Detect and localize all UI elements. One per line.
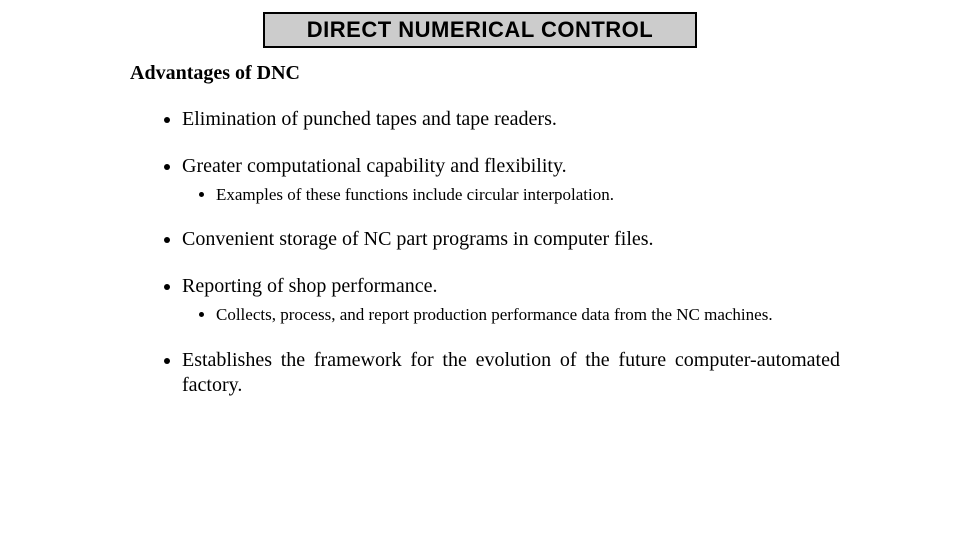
list-item: Reporting of shop performance. Collects,…: [182, 274, 840, 325]
list-item: Convenient storage of NC part programs i…: [182, 227, 840, 252]
page-title: DIRECT NUMERICAL CONTROL: [263, 12, 697, 48]
sub-list: Collects, process, and report production…: [194, 305, 840, 325]
list-item: Greater computational capability and fle…: [182, 154, 840, 205]
list-item: Elimination of punched tapes and tape re…: [182, 107, 840, 132]
list-item-text: Reporting of shop performance.: [182, 275, 437, 297]
sub-list-item: Collects, process, and report production…: [216, 305, 840, 325]
advantages-list: Elimination of punched tapes and tape re…: [160, 107, 840, 398]
list-item-text: Greater computational capability and fle…: [182, 155, 567, 177]
list-item: Establishes the framework for the evolut…: [182, 348, 840, 398]
sub-list: Examples of these functions include circ…: [194, 185, 840, 205]
sub-list-item: Examples of these functions include circ…: [216, 185, 840, 205]
section-subtitle: Advantages of DNC: [130, 62, 960, 85]
